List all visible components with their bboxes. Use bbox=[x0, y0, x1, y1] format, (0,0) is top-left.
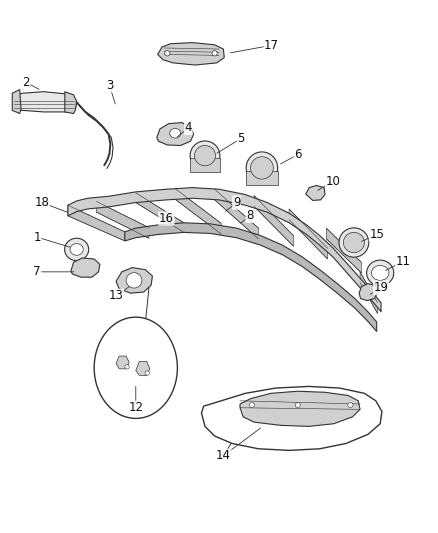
Polygon shape bbox=[116, 268, 152, 293]
Ellipse shape bbox=[170, 128, 180, 138]
Polygon shape bbox=[13, 92, 77, 112]
Circle shape bbox=[94, 317, 177, 418]
Ellipse shape bbox=[64, 238, 88, 261]
Text: 2: 2 bbox=[22, 76, 30, 89]
Ellipse shape bbox=[125, 365, 129, 369]
Ellipse shape bbox=[246, 152, 278, 184]
Ellipse shape bbox=[165, 51, 170, 56]
Ellipse shape bbox=[251, 157, 273, 179]
Polygon shape bbox=[359, 284, 378, 301]
Text: 8: 8 bbox=[246, 209, 253, 222]
Text: 3: 3 bbox=[106, 79, 113, 92]
Text: 7: 7 bbox=[33, 265, 41, 278]
Ellipse shape bbox=[367, 260, 394, 286]
Polygon shape bbox=[306, 185, 325, 200]
Text: 13: 13 bbox=[109, 289, 124, 302]
Ellipse shape bbox=[348, 403, 353, 407]
Text: 17: 17 bbox=[264, 39, 279, 52]
Text: 12: 12 bbox=[128, 401, 143, 414]
Text: 14: 14 bbox=[216, 449, 231, 462]
Polygon shape bbox=[215, 189, 258, 239]
Polygon shape bbox=[158, 43, 224, 65]
Text: 15: 15 bbox=[369, 228, 384, 241]
Polygon shape bbox=[71, 258, 100, 277]
Polygon shape bbox=[12, 90, 21, 114]
Polygon shape bbox=[326, 228, 361, 273]
Text: 6: 6 bbox=[294, 148, 302, 161]
Ellipse shape bbox=[343, 232, 364, 253]
Ellipse shape bbox=[145, 371, 149, 375]
Text: 18: 18 bbox=[34, 196, 49, 209]
Text: 4: 4 bbox=[184, 122, 192, 134]
Polygon shape bbox=[240, 391, 360, 426]
Polygon shape bbox=[360, 272, 378, 313]
Ellipse shape bbox=[126, 273, 142, 288]
Text: 10: 10 bbox=[325, 175, 340, 188]
Polygon shape bbox=[125, 223, 377, 332]
Polygon shape bbox=[254, 196, 293, 246]
Polygon shape bbox=[289, 209, 328, 259]
Text: 16: 16 bbox=[159, 212, 174, 225]
Ellipse shape bbox=[212, 51, 217, 56]
Text: 9: 9 bbox=[233, 196, 240, 209]
Text: 5: 5 bbox=[237, 132, 244, 145]
Polygon shape bbox=[65, 92, 77, 114]
Polygon shape bbox=[68, 205, 125, 241]
Polygon shape bbox=[157, 123, 194, 146]
Polygon shape bbox=[136, 193, 184, 232]
Polygon shape bbox=[190, 158, 220, 172]
Text: 1: 1 bbox=[33, 231, 41, 244]
Polygon shape bbox=[201, 386, 382, 450]
Polygon shape bbox=[116, 356, 129, 369]
Ellipse shape bbox=[249, 403, 254, 407]
Ellipse shape bbox=[371, 265, 389, 280]
Ellipse shape bbox=[339, 228, 369, 257]
Polygon shape bbox=[246, 171, 278, 185]
Ellipse shape bbox=[194, 146, 215, 166]
Polygon shape bbox=[68, 188, 381, 312]
Ellipse shape bbox=[70, 244, 83, 255]
Polygon shape bbox=[96, 201, 149, 238]
Ellipse shape bbox=[190, 141, 220, 171]
Text: 11: 11 bbox=[396, 255, 410, 268]
Ellipse shape bbox=[295, 403, 300, 407]
Polygon shape bbox=[136, 361, 150, 376]
Polygon shape bbox=[175, 189, 221, 234]
Text: 19: 19 bbox=[374, 281, 389, 294]
